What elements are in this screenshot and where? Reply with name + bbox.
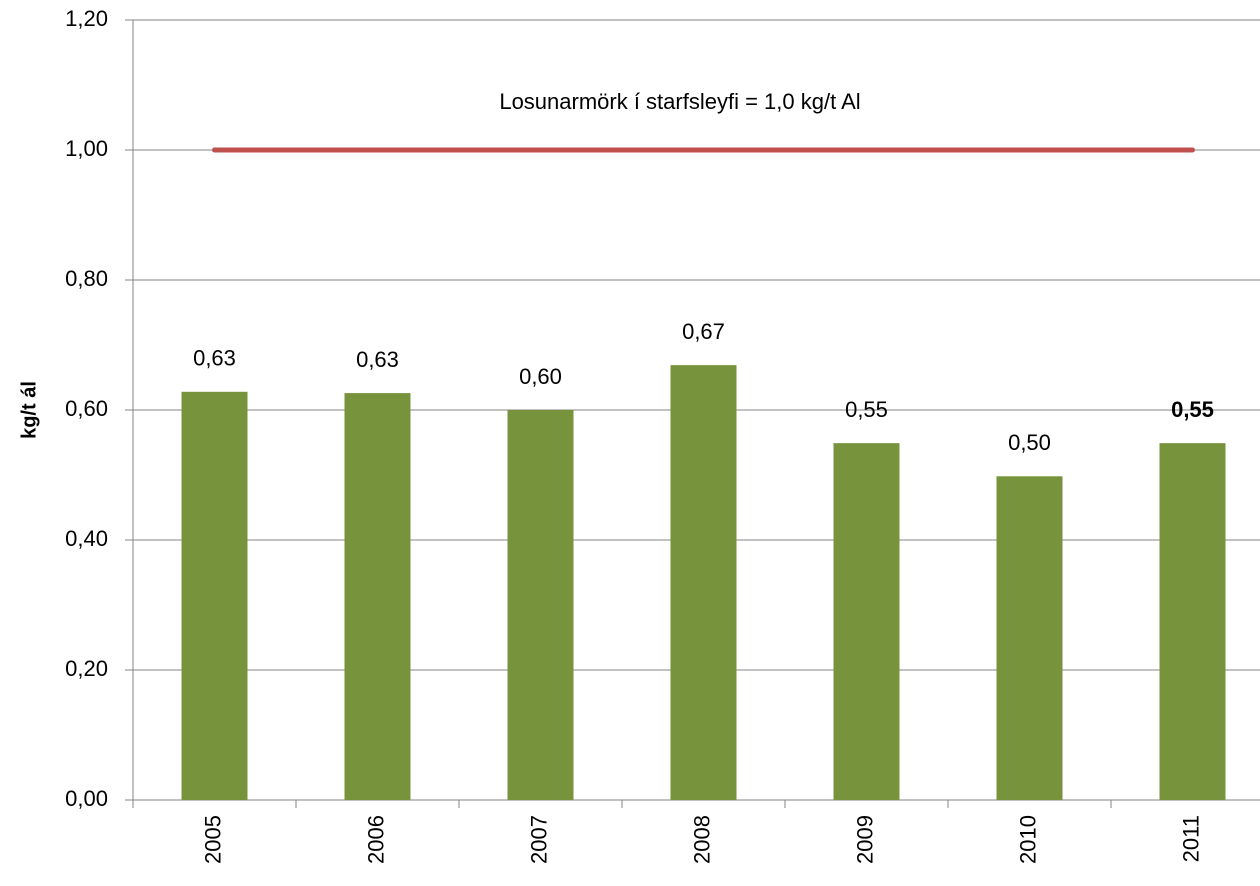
x-tick-label: 2009 [852, 815, 877, 864]
x-tick-label: 2008 [689, 815, 714, 864]
data-label: 0,60 [519, 364, 562, 389]
data-label: 0,67 [682, 319, 725, 344]
data-label: 0,50 [1008, 430, 1051, 455]
y-tick-label: 0,60 [65, 396, 108, 421]
x-tick-label: 2011 [1178, 815, 1203, 862]
data-label: 0,55 [845, 397, 888, 422]
data-label: 0,63 [193, 346, 236, 371]
bar [833, 443, 900, 800]
y-tick-label: 1,00 [65, 136, 108, 161]
bar [996, 476, 1063, 800]
y-tick-label: 0,00 [65, 786, 108, 811]
y-tick-label: 0,80 [65, 266, 108, 291]
y-tick-label: 0,40 [65, 526, 108, 551]
bar [670, 365, 737, 800]
y-tick-label: 0,20 [65, 656, 108, 681]
data-label: 0,55 [1171, 397, 1214, 422]
bar [1159, 443, 1226, 800]
x-tick-label: 2010 [1015, 815, 1040, 864]
x-tick-label: 2006 [363, 815, 388, 864]
y-tick-label: 1,20 [65, 6, 108, 31]
y-axis-label: kg/t ál [18, 381, 40, 439]
x-tick-label: 2005 [200, 815, 225, 864]
x-tick-label: 2007 [526, 815, 551, 864]
bar [507, 410, 574, 800]
bar [181, 391, 248, 800]
data-label: 0,63 [356, 347, 399, 372]
bar [344, 393, 411, 800]
reference-label: Losunarmörk í starfsleyfi = 1,0 kg/t Al [499, 89, 860, 114]
